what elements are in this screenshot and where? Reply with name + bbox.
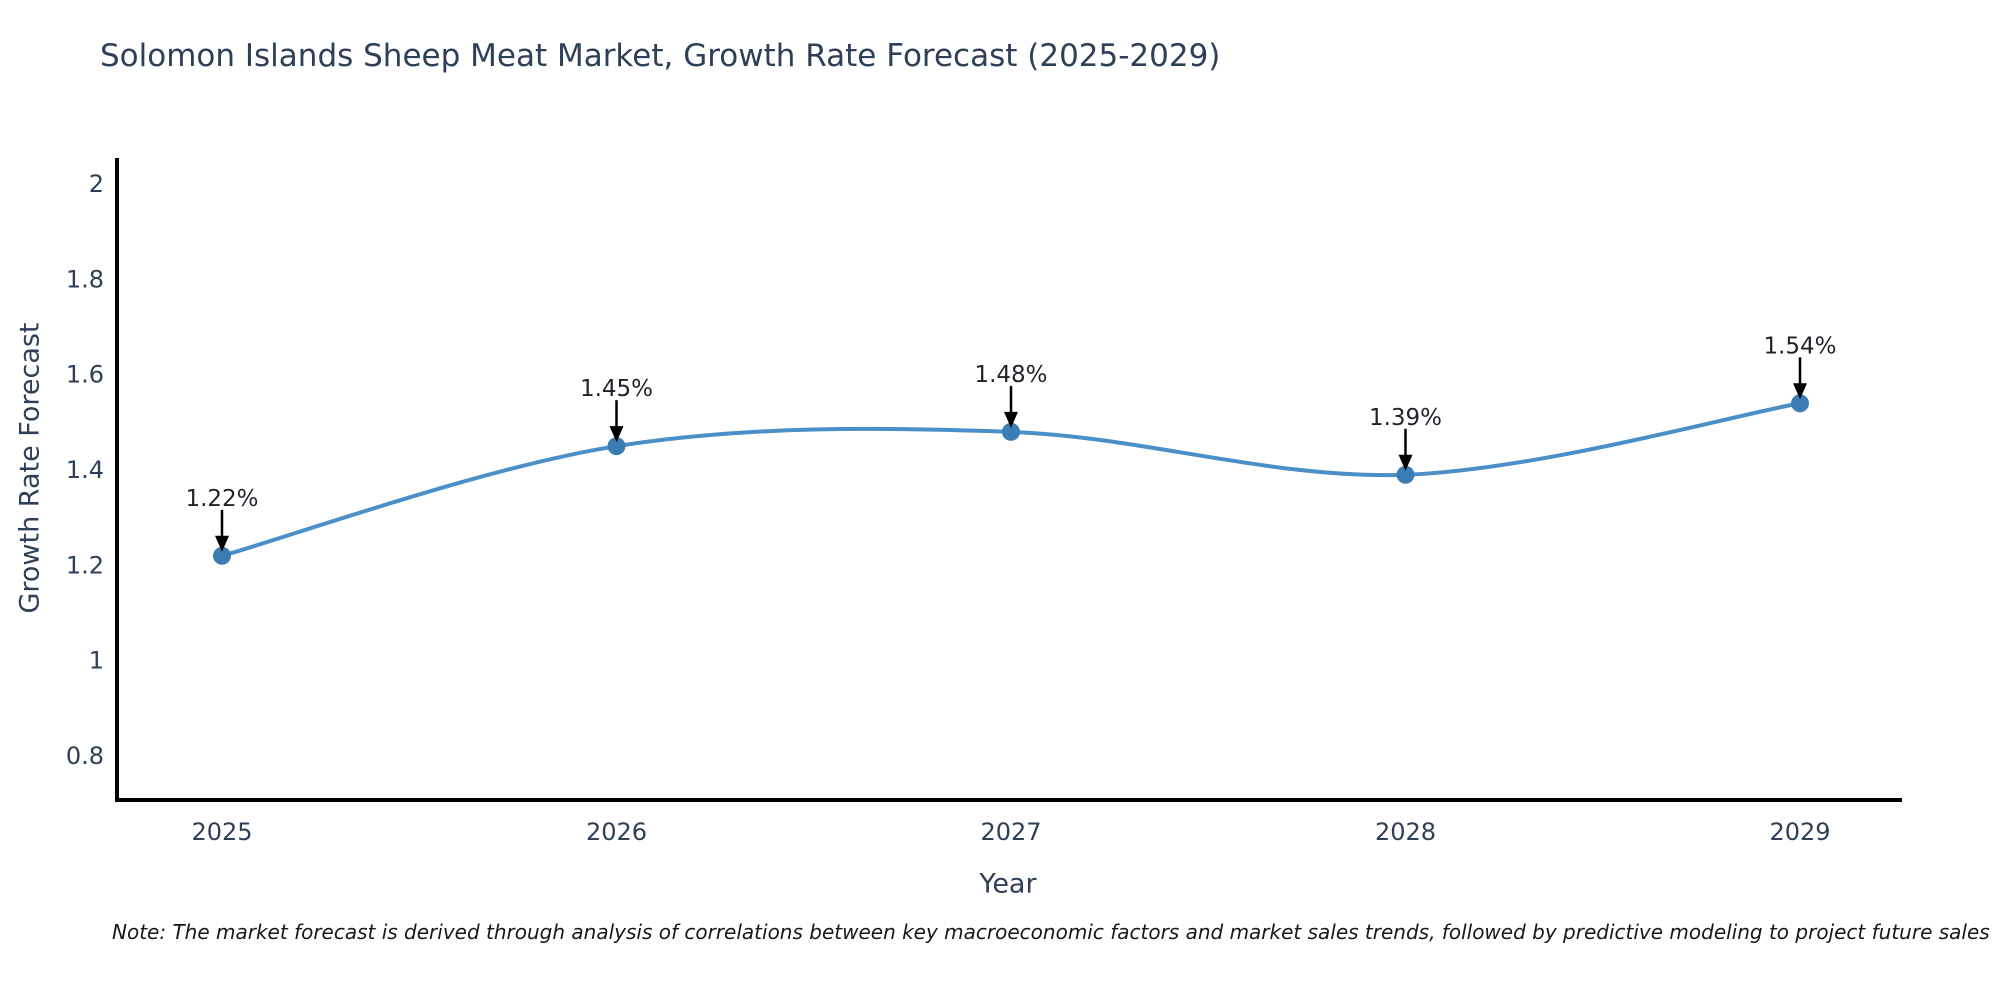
annotation-arrowhead-icon (1398, 454, 1413, 471)
x-axis-title: Year (979, 868, 1037, 900)
x-tick-label: 2028 (1375, 818, 1436, 846)
annotation-arrowhead-icon (215, 535, 229, 552)
x-tick-label: 2029 (1769, 818, 1830, 846)
data-point-label: 1.39% (1369, 405, 1442, 431)
annotation-arrowhead-icon (1793, 383, 1807, 400)
data-point-label: 1.22% (185, 486, 258, 512)
y-tick-label: 0.8 (66, 742, 104, 770)
y-tick-label: 1.8 (66, 265, 104, 293)
data-point-marker (1002, 422, 1020, 441)
annotation-arrowhead-icon (1004, 411, 1018, 428)
y-tick-label: 2 (89, 170, 104, 198)
annotation-arrowhead-icon (609, 426, 624, 443)
data-point-marker (1396, 465, 1415, 484)
x-tick-label: 2027 (980, 818, 1041, 846)
y-tick-label: 1.6 (66, 361, 104, 389)
data-point-label: 1.54% (1763, 333, 1836, 359)
data-point-marker (607, 437, 626, 456)
y-tick-label: 1.4 (66, 456, 104, 484)
x-tick-label: 2026 (586, 818, 647, 846)
data-point-marker (1791, 394, 1809, 413)
y-tick-label: 1.2 (66, 551, 104, 579)
chart-title: Solomon Islands Sheep Meat Market, Growt… (100, 38, 1221, 74)
y-tick-label: 1 (89, 647, 104, 675)
data-point-label: 1.48% (974, 362, 1047, 388)
footnote: Note: The market forecast is derived thr… (112, 920, 1990, 944)
data-point-label: 1.45% (580, 376, 653, 402)
y-axis-title: Growth Rate Forecast (14, 322, 46, 614)
data-point-marker (213, 546, 231, 565)
x-tick-label: 2025 (191, 818, 252, 846)
